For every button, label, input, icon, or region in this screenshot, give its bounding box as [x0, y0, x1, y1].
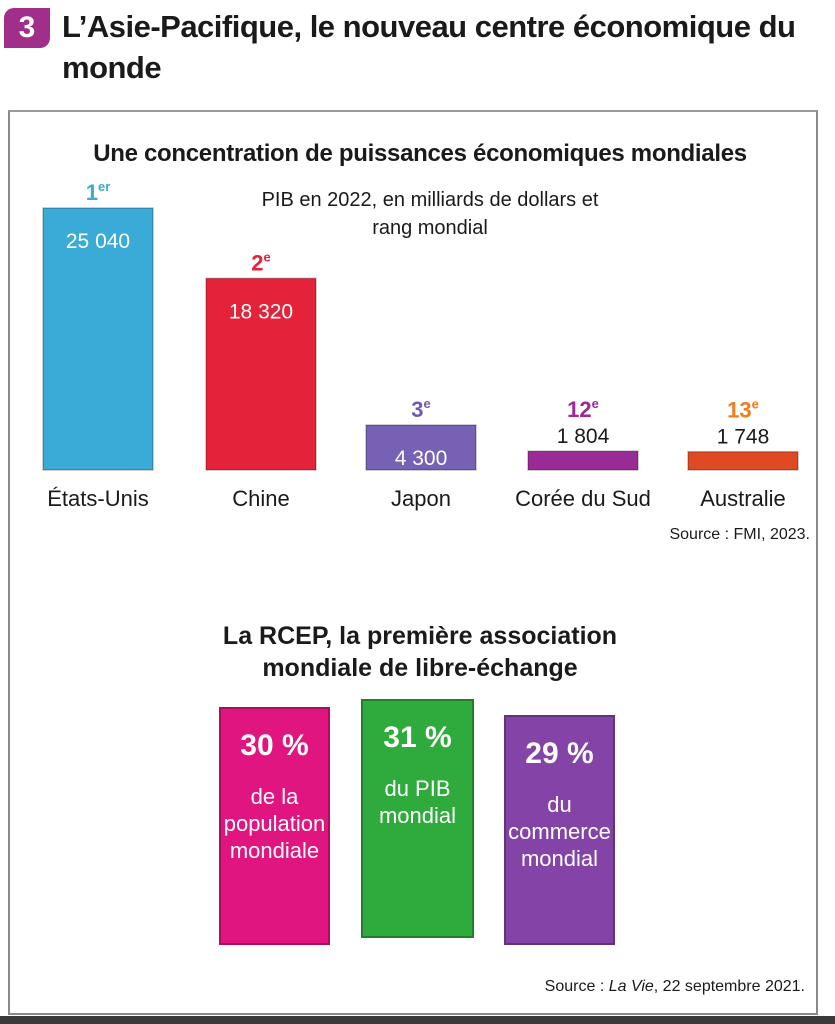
bar — [205, 277, 317, 471]
card-percent: 29 % — [525, 737, 594, 770]
chart-source: Source : FMI, 2023. — [669, 526, 810, 543]
bar-rank-label: 13e — [727, 397, 759, 423]
card-desc-line: mondiale — [229, 838, 320, 863]
header: 3 L’Asie-Pacifique, le nouveau centre éc… — [0, 0, 835, 100]
bar-rank-label: 2e — [251, 249, 270, 275]
card-desc-line: du PIB — [384, 776, 451, 801]
bar — [527, 450, 639, 471]
card-desc-line: commerce — [508, 819, 611, 844]
category-label: Australie — [700, 486, 786, 511]
card-desc-line: de la — [250, 784, 299, 809]
rcep-card-trade: 29 % du commerce mondial — [504, 715, 615, 945]
rcep-card-gdp: 31 % du PIB mondial — [361, 699, 474, 938]
bar-value-label: 1 804 — [557, 425, 610, 448]
card-description: du commerce mondial — [506, 791, 613, 872]
section-number-badge: 3 — [4, 8, 50, 48]
bar-chart: 25 040 1er États-Unis 18 320 2e Chine 4 300 3e J… — [42, 179, 799, 511]
card-description: de la population mondiale — [221, 783, 328, 864]
rcep-card-population: 30 % de la population mondiale — [219, 707, 330, 945]
category-label: Corée du Sud — [515, 486, 651, 511]
bar — [365, 424, 477, 471]
rcep-title: La RCEP, la première association mondial… — [120, 620, 720, 684]
rcep-title-line1: La RCEP, la première association — [222, 622, 618, 650]
chart-title: Une concentration de puissances économiq… — [93, 140, 747, 167]
category-label: Chine — [232, 486, 289, 511]
card-desc-line: mondial — [520, 846, 599, 871]
source-suffix: , 22 septembre 2021. — [653, 978, 805, 995]
source-title: La Vie — [608, 978, 654, 995]
rcep-source: Source : La Vie, 22 septembre 2021. — [460, 978, 805, 996]
bar-rank-label: 3e — [411, 396, 430, 422]
chart-subtitle: PIB en 2022, en milliards de dollars et … — [261, 189, 599, 239]
card-desc-line: mondial — [378, 803, 457, 828]
card-description: du PIB mondial — [363, 775, 472, 829]
bar-value-label: 18 320 — [229, 300, 293, 323]
bar-value-label: 25 040 — [66, 230, 130, 253]
card-desc-line: population — [223, 811, 326, 836]
card-desc-line: du — [547, 792, 572, 817]
bar-value-label: 4 300 — [395, 447, 448, 470]
category-label: États-Unis — [47, 486, 148, 511]
bar — [42, 207, 154, 471]
category-label: Japon — [391, 486, 451, 511]
bar — [687, 450, 799, 471]
source-prefix: Source : — [544, 978, 609, 995]
bar-rank-label: 1er — [86, 179, 111, 205]
page-title: L’Asie-Pacifique, le nouveau centre écon… — [62, 9, 796, 85]
card-percent: 31 % — [383, 721, 452, 754]
bar-rank-label: 12e — [567, 396, 599, 422]
rcep-title-line2: mondiale de libre-échange — [262, 654, 578, 682]
bar-value-label: 1 748 — [717, 426, 770, 449]
card-percent: 30 % — [240, 729, 309, 762]
bottom-strip — [0, 1016, 835, 1024]
